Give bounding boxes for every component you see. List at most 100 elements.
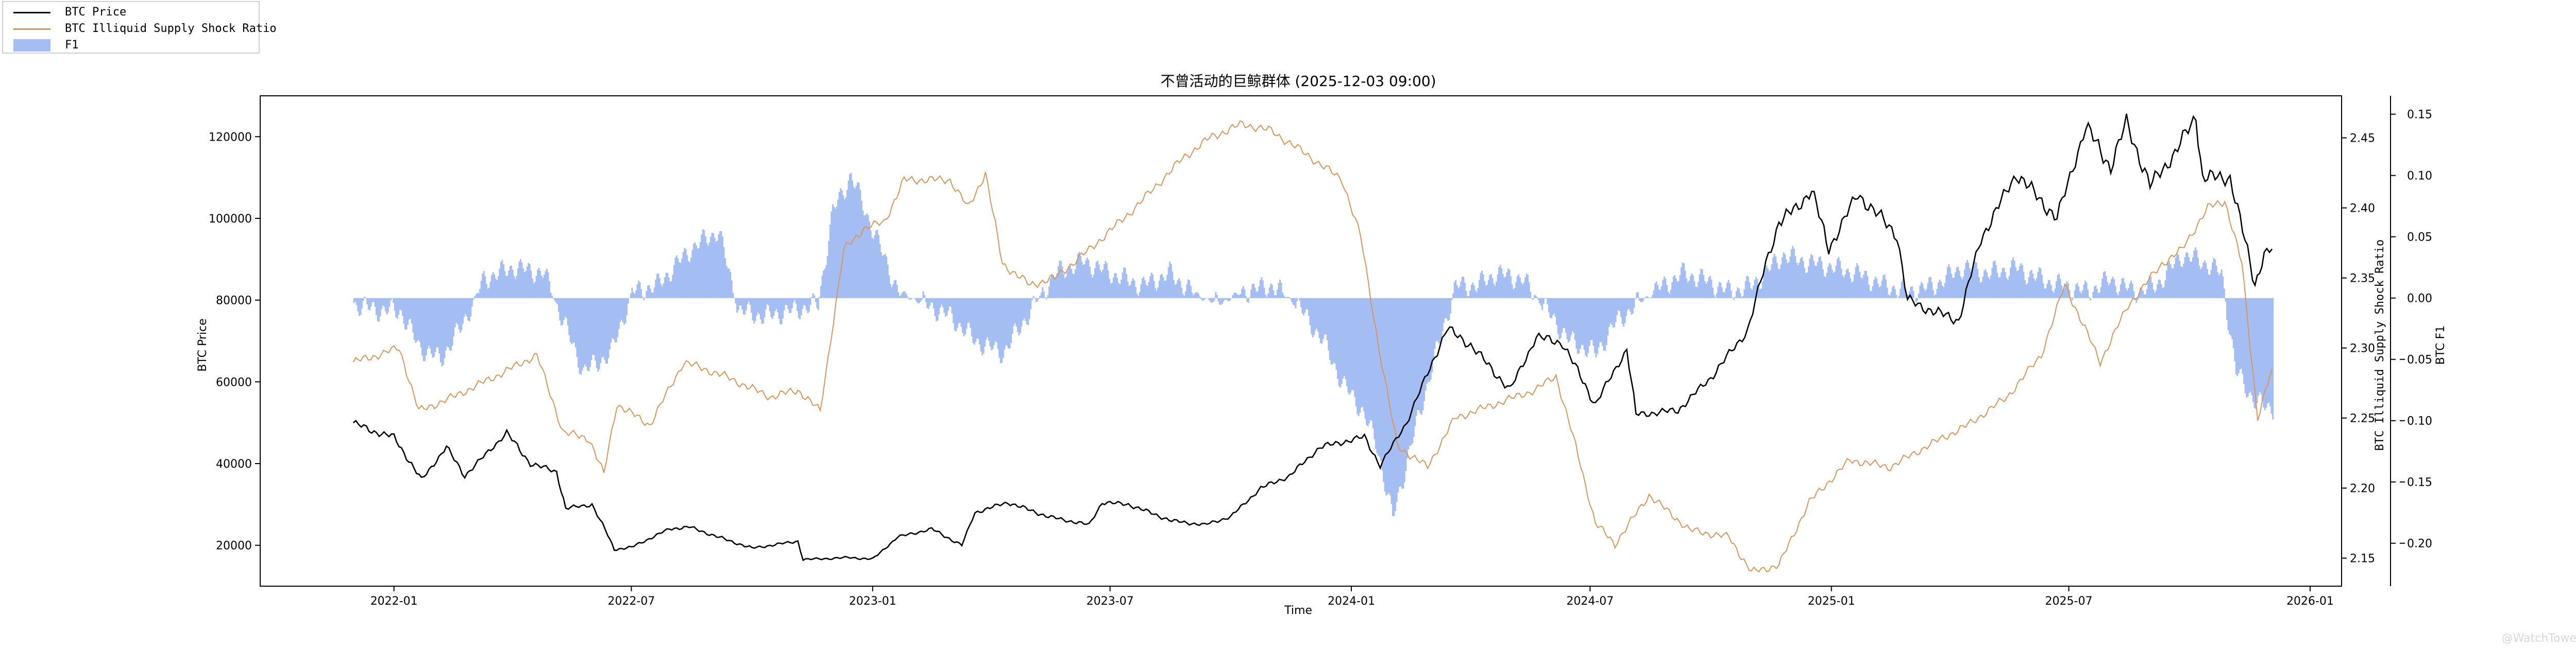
- f1-bar: [533, 283, 535, 298]
- f1-bar: [1873, 279, 1875, 298]
- f1-bar: [702, 229, 704, 298]
- f1-bar: [996, 298, 998, 343]
- f1-bar: [1777, 268, 1780, 298]
- f1-bar: [622, 298, 624, 322]
- f1-bar: [1464, 282, 1466, 298]
- f1-bar: [456, 298, 459, 324]
- f1-bar: [684, 248, 686, 298]
- f1-bar: [1703, 275, 1705, 298]
- f1-bar: [369, 298, 371, 311]
- f1-bar: [451, 298, 453, 346]
- f1-bar: [1350, 298, 1352, 392]
- f1-bar: [1619, 298, 1621, 312]
- f1-bar: [1360, 298, 1362, 408]
- f1-bar: [1111, 282, 1113, 298]
- f1-bar: [1733, 298, 1735, 300]
- f1-bar: [1044, 297, 1046, 298]
- f1-bar: [1807, 266, 1809, 298]
- f1-bar: [503, 264, 504, 298]
- f1-bar: [2109, 283, 2111, 298]
- f1-bar: [1696, 287, 1698, 298]
- f1-bar: [1196, 292, 1198, 298]
- f1-bar: [1468, 296, 1470, 298]
- f1-bar: [809, 298, 811, 305]
- f1-bar: [752, 298, 754, 320]
- f1-bar: [936, 298, 937, 321]
- f1-bar: [2259, 298, 2261, 392]
- f1-bar: [1642, 298, 1645, 301]
- f1-bar: [379, 298, 381, 317]
- f1-bar: [353, 298, 355, 303]
- f1-bar: [953, 298, 955, 323]
- axes: 2022-01 2022-07 2023-01 2023-07 2024-01 2024-…: [209, 95, 2432, 608]
- f1-bar: [744, 298, 746, 315]
- f1-bar: [1372, 298, 1374, 429]
- f1-bar: [1013, 298, 1015, 326]
- f1-bar: [1259, 280, 1261, 298]
- f1-bar: [1261, 277, 1263, 298]
- f1-bar: [951, 298, 953, 314]
- f1-bar: [973, 298, 975, 345]
- f1-bar: [1992, 261, 1994, 298]
- f1-bar: [1987, 277, 1989, 298]
- f1-bar: [1658, 289, 1660, 298]
- f1-bar: [1532, 298, 1534, 300]
- f1-bar: [884, 253, 886, 298]
- f1-bar: [882, 255, 884, 298]
- f1-bar: [2096, 288, 2098, 298]
- f1-bar: [1333, 298, 1335, 363]
- f1-bar: [900, 295, 902, 298]
- f1-bar: [1189, 280, 1191, 298]
- f1-bar: [1780, 264, 1782, 298]
- f1-bar: [1862, 275, 1865, 298]
- f1-bar: [1974, 262, 1976, 298]
- f1-bar: [652, 293, 654, 298]
- f1-bar: [444, 298, 446, 358]
- f1-bar: [1274, 295, 1276, 298]
- f1-bar: [626, 298, 628, 315]
- y-right1-tick-label: 2.20: [2350, 483, 2375, 496]
- f1-bar: [1813, 261, 1815, 298]
- f1-bar: [417, 298, 419, 340]
- f1-bar: [739, 298, 741, 305]
- f1-bar: [472, 298, 474, 300]
- f1-bar: [1533, 295, 1535, 298]
- f1-bar: [1648, 297, 1650, 298]
- f1-bar: [1038, 298, 1040, 299]
- f1-bar: [1436, 298, 1438, 341]
- f1-bar: [888, 275, 890, 298]
- f1-bar: [2114, 286, 2116, 298]
- f1-bar: [753, 298, 755, 324]
- f1-bar: [1884, 274, 1886, 298]
- f1-bar: [909, 298, 911, 300]
- f1-bar: [529, 264, 531, 298]
- f1-bar: [1405, 298, 1407, 471]
- f1-bar: [1928, 277, 1930, 298]
- f1-bar: [1016, 298, 1019, 332]
- f1-bar: [1952, 278, 1954, 298]
- f1-bar: [2146, 288, 2148, 298]
- f1-bar: [437, 298, 439, 348]
- f1-bar: [1210, 298, 1212, 302]
- f1-bar: [1063, 274, 1064, 298]
- f1-bar: [1857, 265, 1859, 298]
- f1-bar: [1729, 283, 1731, 298]
- f1-bar: [899, 296, 901, 298]
- f1-bar: [1497, 274, 1499, 298]
- f1-bar: [2063, 288, 2065, 298]
- f1-bar: [1861, 278, 1863, 298]
- f1-bar: [1314, 298, 1316, 331]
- f1-bar: [1492, 278, 1494, 298]
- f1-bar: [640, 289, 642, 298]
- f1-bar: [517, 268, 519, 298]
- y-left-tick-label: 80000: [216, 295, 252, 308]
- f1-bar: [947, 298, 949, 311]
- f1-bar: [1472, 282, 1474, 298]
- f1-bar: [1379, 298, 1381, 457]
- f1-bar: [1165, 280, 1167, 298]
- f1-bar: [415, 298, 417, 343]
- f1-bar: [2023, 271, 2025, 298]
- y-right1-tick-label: 2.30: [2350, 343, 2375, 355]
- f1-bar: [404, 298, 406, 330]
- f1-bar: [520, 259, 521, 298]
